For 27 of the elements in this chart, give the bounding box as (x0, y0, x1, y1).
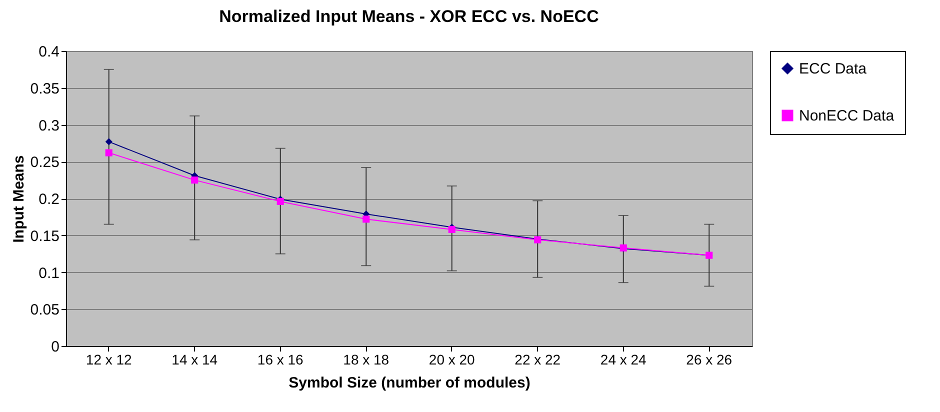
x-axis-title: Symbol Size (number of modules) (288, 374, 530, 392)
point (362, 216, 370, 223)
y-tick-label: 0 (51, 338, 60, 356)
point (448, 226, 456, 234)
y-tick-label: 0.2 (38, 191, 60, 208)
point (105, 138, 112, 146)
y-tick-label: 0.4 (38, 44, 60, 60)
x-tick-label: 16 x 16 (257, 352, 304, 368)
y-tick-label: 0.25 (30, 154, 60, 172)
x-tick-label: 22 x 22 (514, 352, 561, 368)
chart-title: Normalized Input Means - XOR ECC vs. NoECC (219, 7, 599, 26)
y-axis-title: Input Means (10, 155, 28, 243)
x-tick-label: 18 x 18 (343, 352, 390, 368)
y-tick-label: 0.1 (38, 264, 60, 282)
y-tick-label: 0.3 (38, 117, 60, 134)
y-tick-label: 0.15 (30, 228, 60, 245)
y-tick-label: 0.05 (30, 302, 60, 319)
x-tick-label: 24 x 24 (600, 352, 647, 368)
y-tick-label: 0.35 (30, 80, 60, 98)
x-tick-label: 26 x 26 (686, 352, 732, 368)
x-tick-label: 14 x 14 (172, 352, 218, 368)
x-tick-label: 20 x 20 (428, 352, 476, 368)
point (105, 149, 112, 156)
legend-label: ECC Data (799, 60, 868, 78)
legend-label: NonECC Data (799, 108, 895, 124)
point (191, 176, 198, 184)
x-tick-label: 12 x 12 (86, 352, 132, 368)
